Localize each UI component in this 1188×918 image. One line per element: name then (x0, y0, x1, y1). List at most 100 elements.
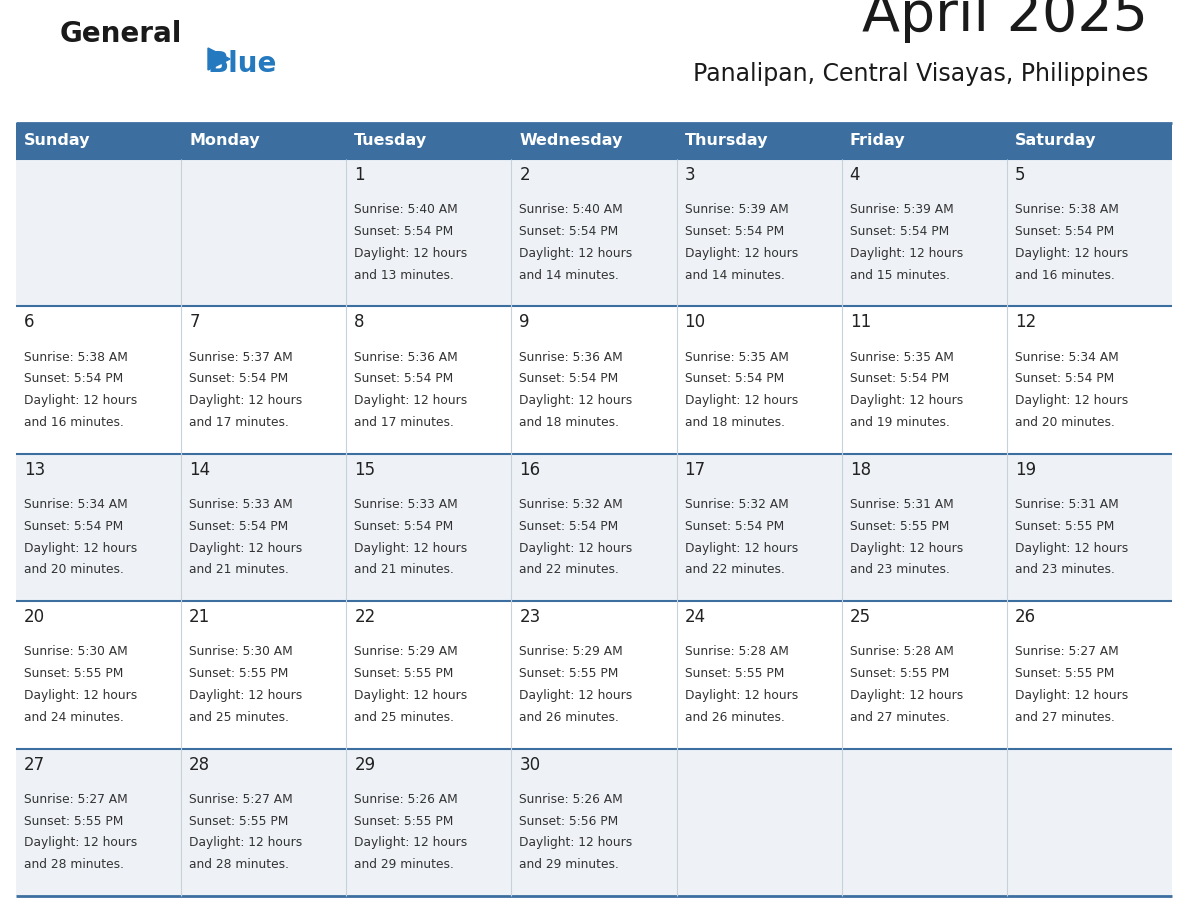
Text: 22: 22 (354, 609, 375, 626)
Text: Sunrise: 5:27 AM: Sunrise: 5:27 AM (189, 793, 293, 806)
Text: Sunrise: 5:29 AM: Sunrise: 5:29 AM (354, 645, 459, 658)
Text: 29: 29 (354, 756, 375, 774)
Text: General: General (61, 20, 183, 48)
Text: 24: 24 (684, 609, 706, 626)
Text: Sunrise: 5:28 AM: Sunrise: 5:28 AM (684, 645, 789, 658)
Text: and 16 minutes.: and 16 minutes. (24, 416, 124, 429)
Text: and 19 minutes.: and 19 minutes. (849, 416, 949, 429)
Text: Daylight: 12 hours: Daylight: 12 hours (519, 247, 633, 260)
Text: Daylight: 12 hours: Daylight: 12 hours (354, 542, 468, 554)
Text: Sunrise: 5:30 AM: Sunrise: 5:30 AM (189, 645, 293, 658)
Text: Sunset: 5:55 PM: Sunset: 5:55 PM (189, 667, 289, 680)
Text: 19: 19 (1015, 461, 1036, 479)
Bar (15, 307, 1173, 453)
Text: Daylight: 12 hours: Daylight: 12 hours (189, 542, 303, 554)
Text: Sunrise: 5:35 AM: Sunrise: 5:35 AM (849, 351, 954, 364)
Text: Daylight: 12 hours: Daylight: 12 hours (354, 689, 468, 702)
Text: 28: 28 (189, 756, 210, 774)
Text: 14: 14 (189, 461, 210, 479)
Text: and 21 minutes.: and 21 minutes. (354, 564, 454, 577)
Text: Sunrise: 5:39 AM: Sunrise: 5:39 AM (849, 203, 954, 217)
Text: Daylight: 12 hours: Daylight: 12 hours (684, 247, 798, 260)
Text: Daylight: 12 hours: Daylight: 12 hours (684, 394, 798, 408)
Text: Sunset: 5:55 PM: Sunset: 5:55 PM (849, 520, 949, 532)
Text: Sunset: 5:54 PM: Sunset: 5:54 PM (684, 520, 784, 532)
Text: and 17 minutes.: and 17 minutes. (189, 416, 289, 429)
Bar (15, 159, 1173, 307)
Text: 11: 11 (849, 313, 871, 331)
Text: Sunrise: 5:40 AM: Sunrise: 5:40 AM (519, 203, 624, 217)
Text: Daylight: 12 hours: Daylight: 12 hours (24, 394, 138, 408)
Text: and 27 minutes.: and 27 minutes. (849, 711, 949, 724)
Text: 8: 8 (354, 313, 365, 331)
Text: Daylight: 12 hours: Daylight: 12 hours (849, 394, 963, 408)
Text: Sunset: 5:55 PM: Sunset: 5:55 PM (354, 814, 454, 828)
Text: Sunrise: 5:26 AM: Sunrise: 5:26 AM (519, 793, 624, 806)
Text: Daylight: 12 hours: Daylight: 12 hours (684, 689, 798, 702)
Text: Sunset: 5:54 PM: Sunset: 5:54 PM (849, 373, 949, 386)
Text: Sunrise: 5:26 AM: Sunrise: 5:26 AM (354, 793, 459, 806)
Text: Sunrise: 5:27 AM: Sunrise: 5:27 AM (24, 793, 128, 806)
Text: Sunset: 5:54 PM: Sunset: 5:54 PM (354, 373, 454, 386)
Text: Sunrise: 5:31 AM: Sunrise: 5:31 AM (849, 498, 954, 511)
Text: Daylight: 12 hours: Daylight: 12 hours (24, 836, 138, 849)
Text: and 20 minutes.: and 20 minutes. (1015, 416, 1114, 429)
Text: and 15 minutes.: and 15 minutes. (849, 269, 949, 282)
Text: 2: 2 (519, 166, 530, 184)
Text: Blue: Blue (208, 50, 277, 78)
Text: Friday: Friday (849, 133, 905, 149)
Text: and 27 minutes.: and 27 minutes. (1015, 711, 1114, 724)
Polygon shape (208, 48, 230, 70)
Text: and 28 minutes.: and 28 minutes. (24, 858, 124, 871)
Bar (15, 748, 1173, 896)
Text: Sunset: 5:55 PM: Sunset: 5:55 PM (1015, 520, 1114, 532)
Text: Sunset: 5:54 PM: Sunset: 5:54 PM (849, 225, 949, 238)
Text: Daylight: 12 hours: Daylight: 12 hours (519, 836, 633, 849)
Text: Thursday: Thursday (684, 133, 769, 149)
Text: Sunrise: 5:38 AM: Sunrise: 5:38 AM (1015, 203, 1119, 217)
Text: 5: 5 (1015, 166, 1025, 184)
Text: Sunset: 5:54 PM: Sunset: 5:54 PM (519, 373, 619, 386)
Text: Daylight: 12 hours: Daylight: 12 hours (519, 394, 633, 408)
Text: and 13 minutes.: and 13 minutes. (354, 269, 454, 282)
Text: Sunset: 5:56 PM: Sunset: 5:56 PM (519, 814, 619, 828)
Text: Sunset: 5:55 PM: Sunset: 5:55 PM (1015, 667, 1114, 680)
Text: and 17 minutes.: and 17 minutes. (354, 416, 454, 429)
Text: Daylight: 12 hours: Daylight: 12 hours (189, 689, 303, 702)
Text: Sunset: 5:55 PM: Sunset: 5:55 PM (24, 814, 124, 828)
Text: and 29 minutes.: and 29 minutes. (519, 858, 619, 871)
Text: Daylight: 12 hours: Daylight: 12 hours (849, 542, 963, 554)
Text: Daylight: 12 hours: Daylight: 12 hours (519, 689, 633, 702)
Text: 27: 27 (24, 756, 45, 774)
Text: Sunrise: 5:34 AM: Sunrise: 5:34 AM (24, 498, 128, 511)
Text: and 14 minutes.: and 14 minutes. (519, 269, 619, 282)
Text: Sunday: Sunday (24, 133, 90, 149)
Text: 25: 25 (849, 609, 871, 626)
Text: April 2025: April 2025 (862, 0, 1148, 43)
Text: Sunrise: 5:28 AM: Sunrise: 5:28 AM (849, 645, 954, 658)
Text: Sunset: 5:54 PM: Sunset: 5:54 PM (519, 225, 619, 238)
Text: 26: 26 (1015, 609, 1036, 626)
Text: Sunrise: 5:31 AM: Sunrise: 5:31 AM (1015, 498, 1119, 511)
Text: Daylight: 12 hours: Daylight: 12 hours (354, 394, 468, 408)
Text: Sunset: 5:55 PM: Sunset: 5:55 PM (684, 667, 784, 680)
Text: Sunrise: 5:39 AM: Sunrise: 5:39 AM (684, 203, 789, 217)
Text: and 24 minutes.: and 24 minutes. (24, 711, 124, 724)
Text: and 16 minutes.: and 16 minutes. (1015, 269, 1114, 282)
Text: Daylight: 12 hours: Daylight: 12 hours (849, 689, 963, 702)
Text: 12: 12 (1015, 313, 1036, 331)
Text: Sunset: 5:54 PM: Sunset: 5:54 PM (519, 520, 619, 532)
Text: and 21 minutes.: and 21 minutes. (189, 564, 289, 577)
Text: Sunrise: 5:29 AM: Sunrise: 5:29 AM (519, 645, 624, 658)
Text: Sunrise: 5:36 AM: Sunrise: 5:36 AM (354, 351, 459, 364)
Text: Sunset: 5:54 PM: Sunset: 5:54 PM (189, 373, 289, 386)
Text: and 25 minutes.: and 25 minutes. (354, 711, 454, 724)
Text: Daylight: 12 hours: Daylight: 12 hours (1015, 394, 1129, 408)
Text: Sunset: 5:54 PM: Sunset: 5:54 PM (684, 225, 784, 238)
Bar (15, 453, 1173, 601)
Text: Sunrise: 5:34 AM: Sunrise: 5:34 AM (1015, 351, 1119, 364)
Text: and 14 minutes.: and 14 minutes. (684, 269, 784, 282)
Text: and 20 minutes.: and 20 minutes. (24, 564, 124, 577)
Text: and 25 minutes.: and 25 minutes. (189, 711, 289, 724)
Text: 1: 1 (354, 166, 365, 184)
